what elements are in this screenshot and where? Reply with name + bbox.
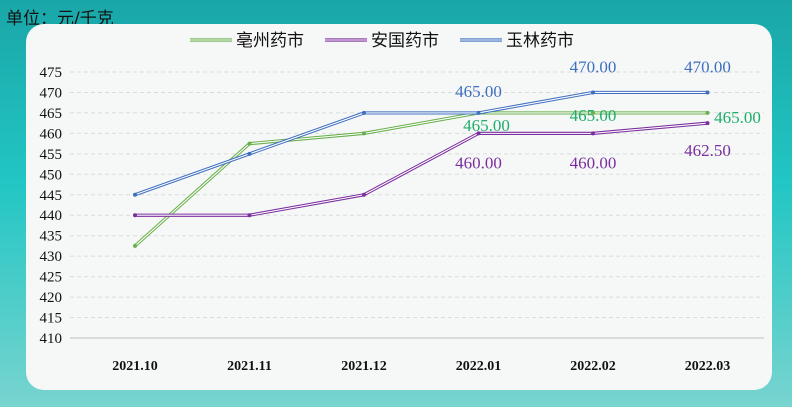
data-label: 465.00 — [714, 108, 761, 127]
data-point — [705, 121, 710, 126]
legend: 亳州药市 安国药市 玉林药市 — [190, 31, 574, 51]
data-point — [133, 213, 137, 218]
data-point — [476, 131, 481, 136]
data-label: 465.00 — [570, 106, 617, 125]
x-tick-label: 2022.02 — [570, 359, 616, 374]
data-labels: 465.00 465.00 465.00 460.00 460.00 462.50 465.… — [455, 57, 761, 172]
series-line — [134, 90, 708, 197]
data-label: 470.00 — [570, 57, 617, 76]
y-tick-label: 415 — [40, 311, 63, 327]
y-tick-label: 445 — [40, 188, 63, 204]
y-tick-label: 465 — [40, 106, 63, 122]
y-tick-label: 450 — [40, 167, 63, 183]
y-tick-label: 435 — [40, 229, 63, 245]
data-point — [247, 151, 252, 156]
data-point — [133, 192, 137, 197]
data-point — [476, 110, 481, 115]
data-point — [133, 243, 137, 248]
data-point — [591, 90, 595, 95]
data-point — [705, 90, 710, 95]
data-label: 465.00 — [463, 116, 510, 135]
data-point — [591, 131, 595, 136]
data-point — [247, 213, 252, 218]
y-axis: 475 470 465 460 455 450 445 440 435 430 425 420 415 4… — [40, 65, 63, 347]
x-tick-label: 2021.12 — [341, 359, 387, 374]
series-lines — [133, 90, 710, 248]
y-tick-label: 410 — [40, 331, 63, 347]
data-label: 470.00 — [684, 57, 731, 76]
data-label: 460.00 — [570, 153, 617, 172]
data-point — [362, 192, 366, 197]
data-point — [362, 131, 366, 136]
y-tick-label: 420 — [40, 290, 63, 306]
series-line-highlight — [134, 91, 708, 196]
line-chart: 475 470 465 460 455 450 445 440 435 430 425 420 415 4… — [40, 31, 764, 374]
legend-label: 玉林药市 — [506, 31, 574, 51]
data-label: 462.50 — [684, 141, 731, 160]
data-label: 460.00 — [455, 153, 502, 172]
chart-panel: 475 470 465 460 455 450 445 440 435 430 425 420 415 4… — [26, 24, 772, 390]
data-point — [247, 141, 252, 146]
y-tick-label: 470 — [40, 85, 63, 101]
legend-label: 安国药市 — [371, 31, 439, 51]
series-line — [133, 111, 708, 248]
gridlines — [70, 71, 764, 339]
data-point — [705, 110, 710, 115]
x-tick-label: 2022.01 — [456, 359, 502, 374]
x-tick-label: 2022.03 — [685, 359, 731, 374]
x-tick-label: 2021.11 — [227, 359, 272, 374]
y-tick-label: 440 — [40, 208, 63, 224]
data-point — [591, 110, 595, 115]
y-tick-label: 475 — [40, 65, 63, 81]
x-tick-label: 2021.10 — [112, 359, 158, 374]
data-point — [362, 110, 366, 115]
data-label: 465.00 — [455, 82, 502, 101]
series-line-highlight — [135, 122, 708, 216]
x-axis: 2021.10 2021.11 2021.12 2022.01 2022.02 2022.… — [112, 359, 730, 374]
legend-label: 亳州药市 — [236, 31, 304, 51]
y-tick-label: 455 — [40, 147, 63, 163]
series-line-highlight — [134, 112, 708, 247]
y-tick-label: 425 — [40, 270, 63, 286]
y-tick-label: 460 — [40, 126, 63, 142]
y-tick-label: 430 — [40, 249, 63, 265]
